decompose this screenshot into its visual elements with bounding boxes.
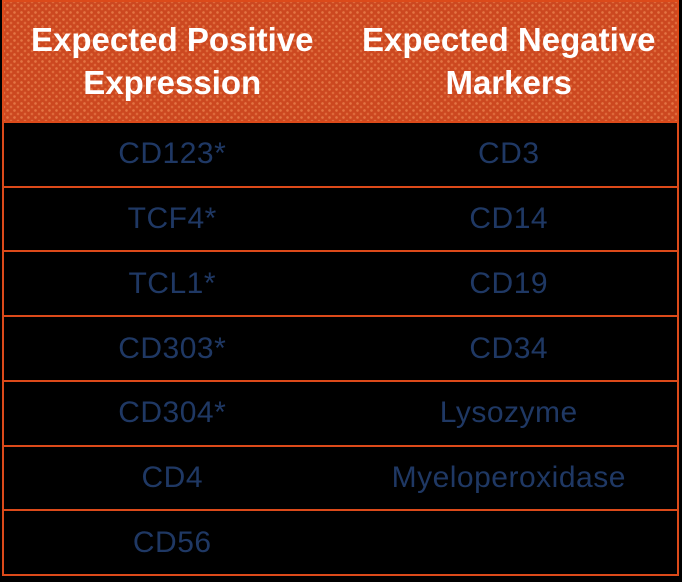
table-body: CD123* CD3 TCF4* CD14 TCL1* CD19 CD303* … [4, 121, 677, 574]
table-header-row: Expected Positive Expression Expected Ne… [4, 2, 677, 121]
positive-marker-cell: CD4 [141, 460, 203, 494]
negative-marker-cell: Myeloperoxidase [391, 460, 626, 494]
table-row: CD303* CD34 [4, 315, 677, 380]
positive-marker-cell: TCF4* [127, 202, 217, 236]
negative-marker-cell: CD3 [477, 137, 540, 171]
table-row: CD304* Lysozyme [4, 379, 677, 445]
table-row: TCF4* CD14 [4, 185, 677, 251]
table-row: CD123* CD3 [4, 121, 677, 186]
negative-marker-cell: CD14 [469, 202, 549, 236]
table-row: TCL1* CD19 [4, 250, 677, 315]
positive-marker-cell: CD56 [132, 525, 212, 559]
negative-marker-cell: CD19 [469, 266, 549, 300]
table-row: CD56 [4, 509, 677, 574]
table-row: CD4 Myeloperoxidase [4, 444, 677, 510]
negative-marker-cell: CD34 [469, 331, 549, 365]
positive-marker-cell: CD304* [118, 396, 227, 430]
column-header-expected-positive: Expected Positive Expression [31, 21, 314, 101]
positive-marker-cell: TCL1* [128, 266, 217, 300]
positive-marker-cell: CD303* [118, 331, 227, 365]
column-header-expected-negative: Expected Negative Markers [362, 21, 656, 101]
negative-marker-cell [341, 511, 678, 574]
positive-marker-cell: CD123* [118, 137, 227, 171]
negative-marker-cell: Lysozyme [439, 396, 578, 430]
